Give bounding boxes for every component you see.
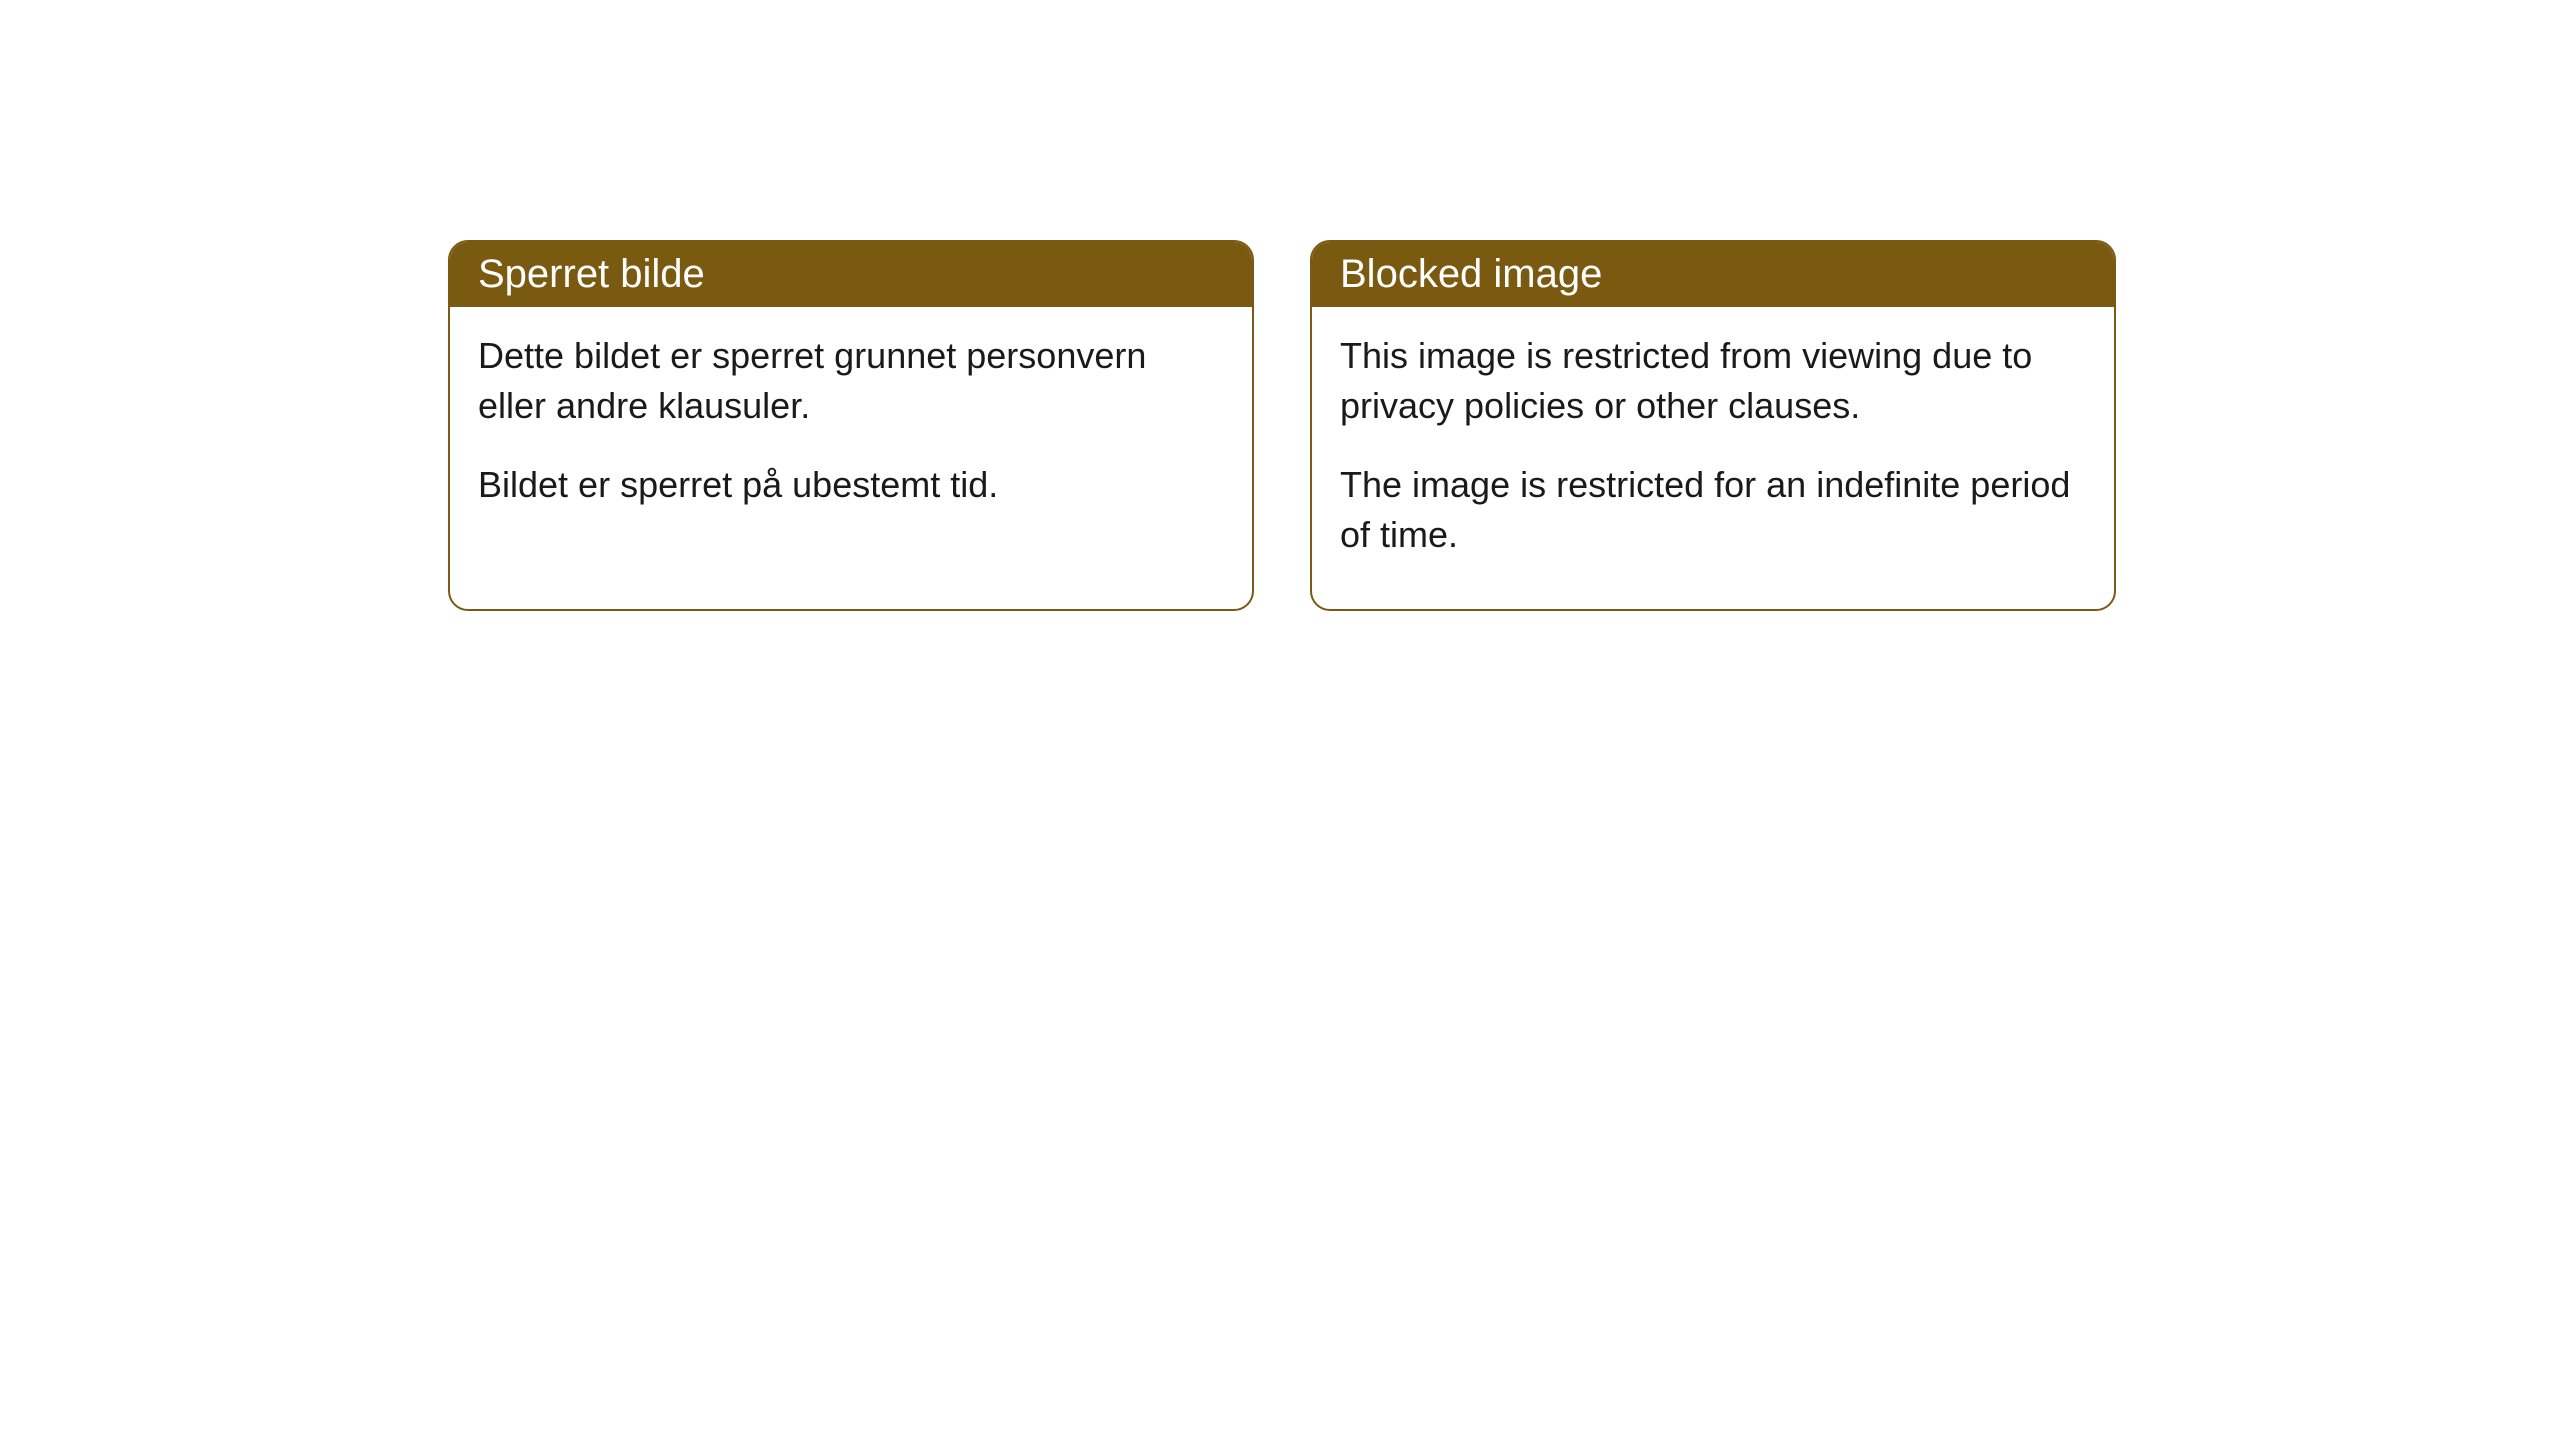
card-paragraph: Bildet er sperret på ubestemt tid.: [478, 460, 1224, 510]
card-paragraph: Dette bildet er sperret grunnet personve…: [478, 331, 1224, 432]
cards-container: Sperret bilde Dette bildet er sperret gr…: [0, 0, 2560, 611]
card-paragraph: This image is restricted from viewing du…: [1340, 331, 2086, 432]
card-title: Sperret bilde: [478, 252, 705, 296]
card-header: Blocked image: [1312, 242, 2114, 307]
blocked-image-card-norwegian: Sperret bilde Dette bildet er sperret gr…: [448, 240, 1254, 611]
blocked-image-card-english: Blocked image This image is restricted f…: [1310, 240, 2116, 611]
card-body: Dette bildet er sperret grunnet personve…: [450, 307, 1252, 558]
card-paragraph: The image is restricted for an indefinit…: [1340, 460, 2086, 561]
card-body: This image is restricted from viewing du…: [1312, 307, 2114, 609]
card-header: Sperret bilde: [450, 242, 1252, 307]
card-title: Blocked image: [1340, 252, 1602, 296]
